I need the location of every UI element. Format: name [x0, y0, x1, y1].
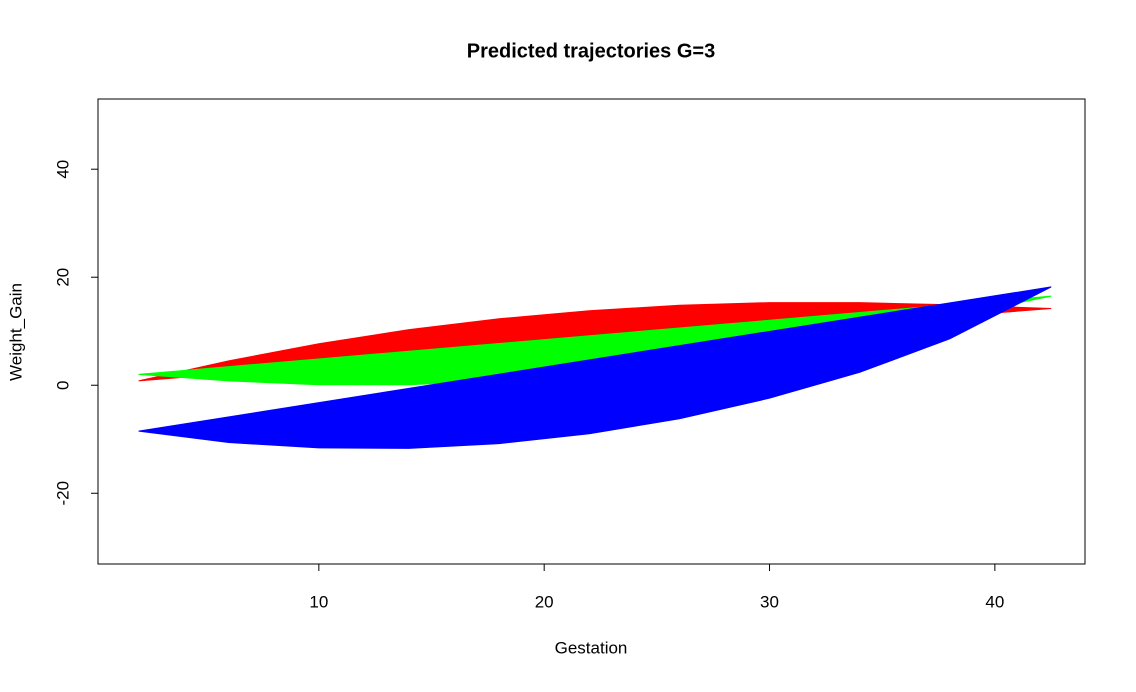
trajectory-band	[138, 286, 1052, 449]
y-tick-label: 40	[53, 160, 72, 179]
y-tick-label: 20	[53, 268, 72, 287]
chart-title: Predicted trajectories G=3	[467, 40, 715, 62]
y-tick-label: -20	[53, 481, 72, 506]
y-axis-label: Weight_Gain	[6, 283, 25, 381]
x-tick-label: 40	[985, 592, 1004, 611]
x-tick-label: 30	[760, 592, 779, 611]
x-axis-label: Gestation	[555, 638, 628, 657]
x-tick-label: 20	[535, 592, 554, 611]
x-tick-label: 10	[309, 592, 328, 611]
y-tick-label: 0	[53, 381, 72, 390]
